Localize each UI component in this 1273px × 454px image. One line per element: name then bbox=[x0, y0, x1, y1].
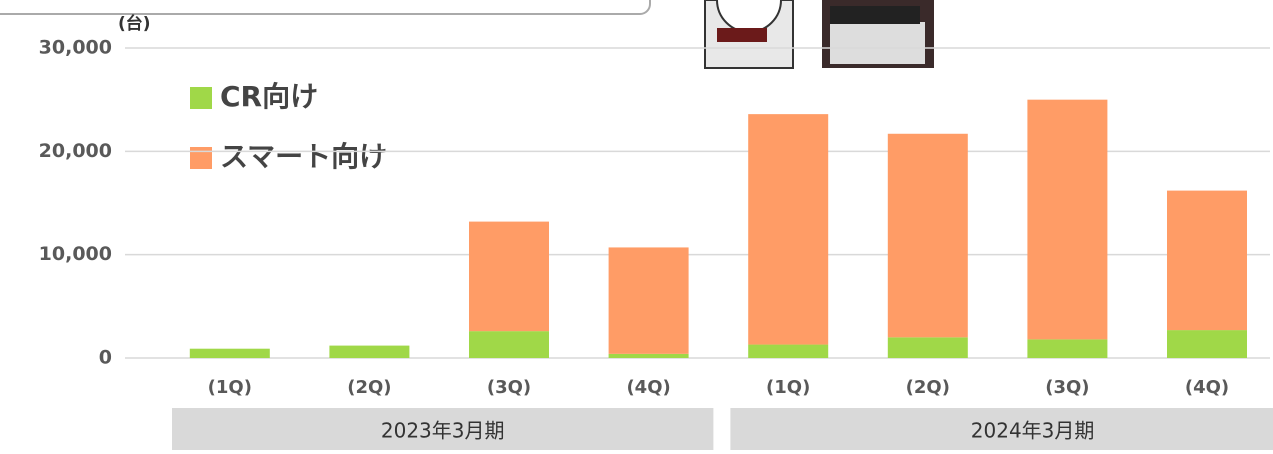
bar-segment bbox=[748, 114, 829, 345]
bar-segment bbox=[329, 345, 410, 358]
y-tick-label: 30,000 bbox=[39, 37, 112, 59]
frame-edge bbox=[0, 0, 651, 15]
group-label: 2024年3月期 bbox=[971, 419, 1095, 443]
bar-segment bbox=[887, 337, 968, 358]
group-box bbox=[172, 408, 714, 450]
bar-segment bbox=[1027, 99, 1108, 340]
unit-label: (台) bbox=[118, 13, 151, 34]
bar-segment bbox=[1167, 330, 1247, 358]
x-tick-label: (4Q) bbox=[626, 377, 670, 398]
bar-segment bbox=[189, 348, 270, 358]
y-tick-label: 0 bbox=[99, 347, 112, 369]
bar-segment bbox=[1027, 339, 1108, 358]
bar-segment bbox=[1167, 190, 1247, 331]
x-tick-label: (2Q) bbox=[906, 377, 950, 398]
legend-label: スマート向け bbox=[220, 140, 387, 173]
bar-segment bbox=[469, 331, 549, 358]
x-tick-label: (3Q) bbox=[1045, 377, 1089, 398]
legend-label: CR向け bbox=[220, 80, 318, 113]
x-tick-label: (3Q) bbox=[487, 377, 531, 398]
bar-segment bbox=[608, 353, 689, 358]
group-box bbox=[730, 408, 1273, 450]
x-tick-label: (1Q) bbox=[208, 377, 252, 398]
bar-segment bbox=[887, 133, 968, 338]
x-tick-label: (1Q) bbox=[766, 377, 810, 398]
bar-segment bbox=[608, 247, 689, 354]
legend-swatch bbox=[190, 87, 212, 109]
machine-illustration bbox=[704, 0, 934, 69]
x-tick-label: (2Q) bbox=[347, 377, 391, 398]
y-tick-label: 20,000 bbox=[39, 140, 112, 162]
group-label: 2023年3月期 bbox=[381, 419, 505, 443]
bar-segment bbox=[748, 344, 829, 358]
y-tick-label: 10,000 bbox=[39, 243, 112, 265]
x-tick-label: (4Q) bbox=[1185, 377, 1229, 398]
bar-segment bbox=[469, 221, 549, 332]
legend-swatch bbox=[190, 147, 212, 169]
